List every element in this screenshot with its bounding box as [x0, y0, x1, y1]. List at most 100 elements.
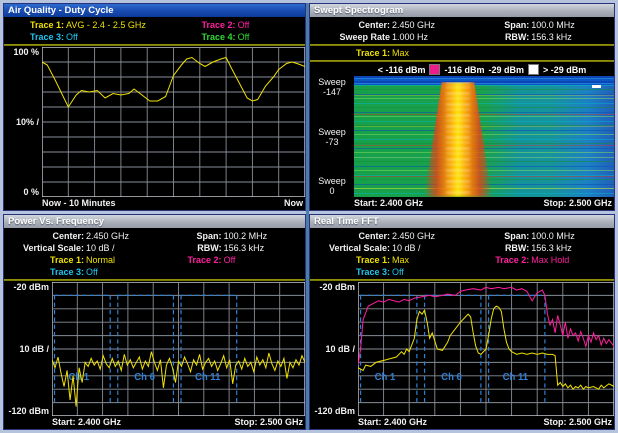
- center-value: 2.450 GHz: [390, 230, 435, 242]
- fft-info-row-1: Center:2.450 GHz Span:100.0 MHz: [310, 230, 614, 242]
- x-start-label: Start: 2.400 GHz: [358, 416, 427, 429]
- spectrogram-marker[interactable]: [592, 85, 601, 88]
- pvf-info-row-1: Center:2.450 GHz Span:100.2 MHz: [4, 230, 305, 242]
- legend-below-text: < -116 dBm: [378, 65, 426, 75]
- vertical-scale-label: Vertical Scale:: [4, 242, 84, 254]
- legend-above-text: > -29 dBm: [543, 65, 586, 75]
- legend-swatch-above-range: [528, 64, 539, 75]
- span-value: 100.0 MHz: [529, 19, 575, 31]
- trace2-value: Off: [222, 254, 236, 266]
- x-start-label: Start: 2.400 GHz: [354, 197, 423, 210]
- trace2-label: Trace 2:: [483, 254, 529, 266]
- pvf-chart-row: -20 dBm 10 dB / -120 dBm Ch 1Ch 6Ch 11: [4, 282, 305, 416]
- duty-cycle-titlebar[interactable]: Air Quality - Duty Cycle: [4, 4, 305, 17]
- trace2-value: Off: [236, 19, 250, 31]
- trace4-label: Trace 4:: [176, 31, 236, 43]
- panel-power-vs-frequency: Power Vs. Frequency Center:2.450 GHz Spa…: [3, 214, 306, 430]
- fft-titlebar[interactable]: Real Time FFT: [310, 215, 614, 228]
- trace2-label: Trace 2:: [176, 254, 222, 266]
- span-value: 100.0 MHz: [529, 230, 575, 242]
- spectrogram-chart-row: Sweep-147 Sweep-73 Sweep0: [310, 76, 614, 197]
- trace1-label: Trace 1:: [4, 19, 64, 31]
- y-max-label: 100 %: [4, 47, 39, 57]
- trace1-value: AVG - 2.4 - 2.5 GHz: [64, 19, 146, 31]
- fft-plot[interactable]: Ch 1Ch 6Ch 11: [358, 282, 614, 416]
- pvf-plot[interactable]: Ch 1Ch 6Ch 11: [52, 282, 305, 416]
- pvf-titlebar[interactable]: Power Vs. Frequency: [4, 215, 305, 228]
- fft-chart-row: -20 dBm 10 dB / -120 dBm Ch 1Ch 6Ch 11: [310, 282, 614, 416]
- divider: [4, 279, 305, 281]
- pvf-info: Center:2.450 GHz Span:100.2 MHz Vertical…: [4, 228, 305, 278]
- x-stop-label: Stop: 2.500 GHz: [234, 416, 303, 429]
- divider: [4, 44, 305, 46]
- color-scale-legend: < -116 dBm -116 dBm -29 dBm > -29 dBm: [310, 63, 614, 76]
- spectrogram-waterfall[interactable]: [354, 76, 614, 197]
- legend-high-text: -29 dBm: [489, 65, 525, 75]
- duty-x-axis: Now - 10 Minutes Now: [4, 197, 305, 210]
- duty-chart-row: 100 % 10% / 0 %: [4, 47, 305, 197]
- spectrogram-x-axis: Start: 2.400 GHz Stop: 2.500 GHz: [310, 197, 614, 210]
- fft-info: Center:2.450 GHz Span:100.0 MHz Vertical…: [310, 228, 614, 278]
- spectrogram-trace-row: Trace 1:Max: [310, 47, 614, 59]
- sweep-label-top: Sweep-147: [310, 77, 354, 97]
- y-scale-label: 10 dB /: [310, 344, 355, 354]
- spectrogram-info-row-2: Sweep Rate1.000 Hz RBW:156.3 kHz: [310, 31, 614, 43]
- trace3-value: Off: [64, 31, 78, 43]
- trace3-value: Off: [84, 266, 98, 278]
- y-min-label: 0 %: [4, 187, 39, 197]
- fft-trace-row-1: Trace 1:Max Trace 2:Max Hold: [310, 254, 614, 266]
- trace2-label: Trace 2:: [176, 19, 236, 31]
- trace1-value: Max: [390, 47, 409, 59]
- duty-trace-row-2: Trace 3:Off Trace 4:Off: [4, 31, 305, 43]
- span-label: Span:: [483, 19, 529, 31]
- y-max-label: -20 dBm: [310, 282, 355, 292]
- spectrogram-titlebar[interactable]: Swept Spectrogram: [310, 4, 614, 17]
- trace1-value: Max: [390, 254, 409, 266]
- svg-text:Ch 1: Ch 1: [375, 372, 396, 383]
- pvf-trace-row-1: Trace 1:Normal Trace 2:Off: [4, 254, 305, 266]
- sweep-label-mid: Sweep-73: [310, 127, 354, 147]
- span-label: Span:: [176, 230, 222, 242]
- spectrogram-info-row-1: Center:2.450 GHz Span:100.0 MHz: [310, 19, 614, 31]
- duty-trace-row-1: Trace 1:AVG - 2.4 - 2.5 GHz Trace 2:Off: [4, 19, 305, 31]
- svg-text:Ch 11: Ch 11: [195, 372, 221, 383]
- divider: [310, 279, 614, 281]
- rbw-value: 156.3 kHz: [529, 242, 572, 254]
- center-value: 2.450 GHz: [84, 230, 129, 242]
- pvf-trace-row-2: Trace 3:Off: [4, 266, 305, 278]
- duty-cycle-plot[interactable]: [42, 47, 305, 197]
- x-start-label: Start: 2.400 GHz: [52, 416, 121, 429]
- pvf-y-axis: -20 dBm 10 dB / -120 dBm: [4, 282, 52, 416]
- trace3-label: Trace 3:: [4, 266, 84, 278]
- sweep-rate-label: Sweep Rate: [310, 31, 390, 43]
- y-max-label: -20 dBm: [4, 282, 49, 292]
- sweep-axis: Sweep-147 Sweep-73 Sweep0: [310, 76, 354, 197]
- panel-grid: Air Quality - Duty Cycle Trace 1:AVG - 2…: [3, 3, 615, 430]
- fft-x-axis: Start: 2.400 GHz Stop: 2.500 GHz: [310, 416, 614, 429]
- pvf-info-row-2: Vertical Scale:10 dB / RBW:156.3 kHz: [4, 242, 305, 254]
- pvf-x-axis: Start: 2.400 GHz Stop: 2.500 GHz: [4, 416, 305, 429]
- svg-text:Ch 11: Ch 11: [503, 372, 529, 383]
- trace3-label: Trace 3:: [4, 31, 64, 43]
- vertical-scale-label: Vertical Scale:: [310, 242, 390, 254]
- trace1-label: Trace 1:: [310, 47, 390, 59]
- sweep-label-bottom: Sweep0: [310, 176, 354, 196]
- y-min-label: -120 dBm: [310, 406, 355, 416]
- center-label: Center:: [310, 230, 390, 242]
- x-stop-label: Stop: 2.500 GHz: [543, 197, 612, 210]
- divider: [310, 44, 614, 46]
- x-stop-label: Stop: 2.500 GHz: [543, 416, 612, 429]
- fft-y-axis: -20 dBm 10 dB / -120 dBm: [310, 282, 358, 416]
- panel-real-time-fft: Real Time FFT Center:2.450 GHz Span:100.…: [309, 214, 615, 430]
- trace2-value: Max Hold: [529, 254, 569, 266]
- waterfall-hot-band: [424, 82, 492, 197]
- span-value: 100.2 MHz: [222, 230, 268, 242]
- center-value: 2.450 GHz: [390, 19, 435, 31]
- vertical-scale-value: 10 dB /: [84, 242, 115, 254]
- waterfall-old-sweeps-band: [354, 76, 614, 85]
- center-label: Center:: [310, 19, 390, 31]
- sweep-rate-value: 1.000 Hz: [390, 31, 428, 43]
- y-scale-label: 10% /: [4, 117, 39, 127]
- trace1-label: Trace 1:: [310, 254, 390, 266]
- x-stop-label: Now: [284, 197, 303, 210]
